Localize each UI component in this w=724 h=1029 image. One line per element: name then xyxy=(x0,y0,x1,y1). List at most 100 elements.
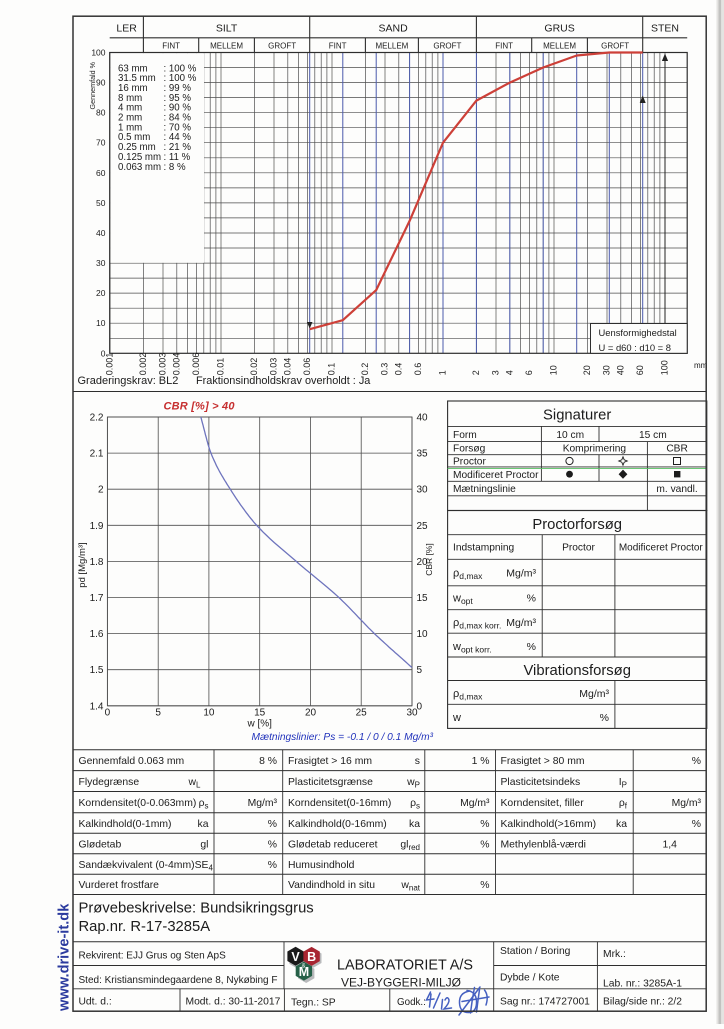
svg-text:Korndensitet(0-16mm): Korndensitet(0-16mm) xyxy=(288,798,391,809)
svg-text:ka: ka xyxy=(616,819,627,830)
svg-text:1.9: 1.9 xyxy=(90,521,104,532)
svg-text:Mg/m³: Mg/m³ xyxy=(460,798,490,809)
svg-text:0.004: 0.004 xyxy=(171,353,181,376)
svg-text:90: 90 xyxy=(96,78,106,88)
svg-text:0.3: 0.3 xyxy=(380,363,390,376)
svg-text:2.2: 2.2 xyxy=(90,413,104,424)
svg-text:0.2: 0.2 xyxy=(360,363,370,376)
svg-text:Proctorforsøg: Proctorforsøg xyxy=(532,517,622,533)
svg-text:30: 30 xyxy=(602,365,612,375)
svg-text:Tegn.: SP: Tegn.: SP xyxy=(291,998,336,1009)
svg-text:Korndensitet, filler: Korndensitet, filler xyxy=(501,798,585,809)
svg-text:4: 4 xyxy=(504,370,514,375)
svg-text:0.01: 0.01 xyxy=(216,358,226,376)
svg-text:Mg/m³: Mg/m³ xyxy=(579,688,609,700)
svg-text:SAND: SAND xyxy=(379,23,409,35)
svg-text:Flydegrænse: Flydegrænse xyxy=(79,777,140,788)
svg-text:0.006: 0.006 xyxy=(191,353,201,376)
svg-text:10: 10 xyxy=(203,708,215,719)
svg-text:%: % xyxy=(692,756,701,767)
svg-text:Indstampning: Indstampning xyxy=(453,543,514,554)
svg-text:25: 25 xyxy=(417,521,429,532)
svg-text:Udt. d.:: Udt. d.: xyxy=(79,997,112,1008)
svg-text:FINT: FINT xyxy=(162,42,180,51)
svg-text:10: 10 xyxy=(549,365,559,375)
svg-text:40: 40 xyxy=(417,413,429,424)
svg-text:Sted: Kristiansmindegaardene 8: Sted: Kristiansmindegaardene 8, Nykøbing… xyxy=(79,975,278,986)
svg-text:%: % xyxy=(600,712,609,724)
svg-text:www.drive-it.dk: www.drive-it.dk xyxy=(57,903,73,1012)
svg-text:Mg/m³: Mg/m³ xyxy=(672,798,702,809)
svg-text:Bilag/side nr.: 2/2: Bilag/side nr.: 2/2 xyxy=(603,997,682,1008)
svg-text:Korndensitet(0-0.063mm): Korndensitet(0-0.063mm) xyxy=(79,798,197,809)
svg-text:gl: gl xyxy=(200,839,208,850)
svg-text:%: % xyxy=(480,839,489,850)
svg-text:SILT: SILT xyxy=(216,23,238,35)
svg-text:Signaturer: Signaturer xyxy=(543,408,611,424)
svg-text:60: 60 xyxy=(96,168,106,178)
svg-text:Glødetab reduceret: Glødetab reduceret xyxy=(288,839,378,850)
svg-text:0.06: 0.06 xyxy=(302,358,312,376)
svg-text:MELLEM: MELLEM xyxy=(375,42,408,51)
svg-text:CBR [%] > 40: CBR [%] > 40 xyxy=(164,401,236,413)
svg-text:1.6: 1.6 xyxy=(90,629,104,640)
svg-text:Prøvebeskrivelse: Bundsikrings: Prøvebeskrivelse: Bundsikringsgrus xyxy=(79,901,314,917)
svg-text:&: & xyxy=(302,963,306,969)
svg-text:LER: LER xyxy=(116,23,137,35)
svg-text:5: 5 xyxy=(417,665,423,676)
svg-text:40: 40 xyxy=(96,228,106,238)
svg-text:30: 30 xyxy=(96,258,106,268)
svg-text:Proctor: Proctor xyxy=(453,457,486,468)
svg-text:0.063 mm: 0.063 mm xyxy=(118,162,161,173)
svg-text:Mg/m³: Mg/m³ xyxy=(506,568,536,580)
svg-text:60: 60 xyxy=(635,365,645,375)
svg-text:Form: Form xyxy=(453,430,477,441)
svg-text:1 %: 1 % xyxy=(472,756,490,767)
svg-text:%: % xyxy=(268,860,277,871)
svg-text:2: 2 xyxy=(98,485,104,496)
svg-text:ka: ka xyxy=(409,819,420,830)
svg-text:100: 100 xyxy=(660,360,670,375)
svg-text:FINT: FINT xyxy=(495,42,513,51)
svg-text:m. vandl.: m. vandl. xyxy=(656,484,697,495)
svg-text:Frasigtet > 80 mm: Frasigtet > 80 mm xyxy=(501,756,585,767)
svg-text:80: 80 xyxy=(96,108,106,118)
svg-text:Proctor: Proctor xyxy=(562,543,595,554)
svg-text:: 8 %: : 8 % xyxy=(164,162,186,173)
svg-text:ka: ka xyxy=(198,819,209,830)
svg-text:Uensformighedstal: Uensformighedstal xyxy=(599,327,677,338)
svg-text:Vandindhold in situ: Vandindhold in situ xyxy=(288,880,375,891)
svg-text:Komprimering: Komprimering xyxy=(563,444,627,455)
svg-text:Mætningslinier: Ps = -0.1 / 0: Mætningslinier: Ps = -0.1 / 0 / 0.1 Mg/m… xyxy=(252,732,434,743)
svg-text:%: % xyxy=(527,641,536,653)
svg-text:15: 15 xyxy=(254,708,266,719)
svg-text:Godk.:: Godk.: xyxy=(397,997,426,1008)
svg-text:20: 20 xyxy=(96,288,106,298)
svg-text:0.03: 0.03 xyxy=(269,358,279,376)
svg-text:pd [Mg/m³]: pd [Mg/m³] xyxy=(77,542,88,587)
svg-text:25: 25 xyxy=(356,708,368,719)
svg-text:0.001: 0.001 xyxy=(105,353,115,376)
svg-text:15: 15 xyxy=(417,593,429,604)
svg-text:Gennemfald %: Gennemfald % xyxy=(88,61,97,109)
svg-text:Mg/m³: Mg/m³ xyxy=(506,617,536,629)
svg-text:Fraktionsindholdskrav overhold: Fraktionsindholdskrav overholdt : Ja xyxy=(196,375,371,387)
svg-text:1.5: 1.5 xyxy=(90,665,104,676)
svg-text:FINT: FINT xyxy=(329,42,347,51)
svg-text:1.8: 1.8 xyxy=(90,557,104,568)
svg-text:CBR: CBR xyxy=(666,444,688,455)
svg-text:20: 20 xyxy=(305,708,317,719)
svg-text:3: 3 xyxy=(491,370,501,375)
svg-text:Sandækvivalent (0-4mm)SE4: Sandækvivalent (0-4mm)SE4 xyxy=(79,860,214,873)
svg-text:%: % xyxy=(692,819,701,830)
svg-text:STEN: STEN xyxy=(651,23,679,35)
svg-text:1,4: 1,4 xyxy=(662,839,677,850)
svg-text:Mg/m³: Mg/m³ xyxy=(248,798,278,809)
svg-text:Rap.nr. R-17-3285A: Rap.nr. R-17-3285A xyxy=(79,919,211,935)
svg-text:Rekvirent: EJJ Grus og Sten Ap: Rekvirent: EJJ Grus og Sten ApS xyxy=(79,951,227,962)
svg-text:Plasticitetsgrænse: Plasticitetsgrænse xyxy=(288,777,373,788)
svg-text:0.1: 0.1 xyxy=(327,363,337,376)
svg-text:%: % xyxy=(268,819,277,830)
svg-text:LABORATORIET A/S: LABORATORIET A/S xyxy=(337,958,473,974)
svg-text:100: 100 xyxy=(91,48,105,58)
